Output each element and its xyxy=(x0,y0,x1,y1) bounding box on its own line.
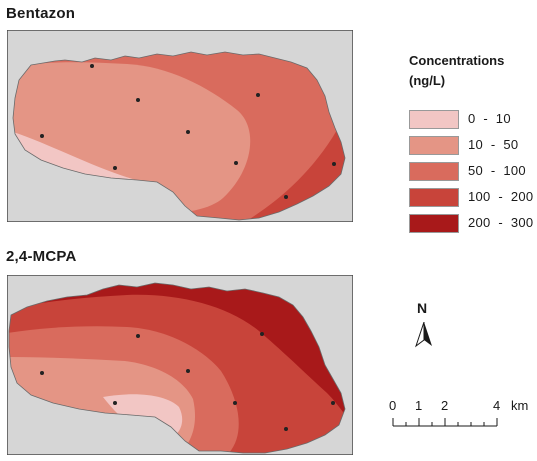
north-arrow: N xyxy=(410,300,440,360)
legend-title-line2: (ng/L) xyxy=(409,73,446,88)
station-point xyxy=(113,166,117,170)
station-point xyxy=(186,369,190,373)
station-point xyxy=(233,401,237,405)
stations xyxy=(40,64,336,199)
station-point xyxy=(260,332,264,336)
station-point xyxy=(136,334,140,338)
station-point xyxy=(40,134,44,138)
scale-bar: 0 1 2 4 km xyxy=(385,398,535,438)
legend-label: 10 - 50 xyxy=(468,137,519,152)
legend-swatch xyxy=(409,214,459,233)
legend-item: 10 - 50 xyxy=(409,136,537,155)
station-point xyxy=(90,64,94,68)
legend-item: 50 - 100 xyxy=(409,162,537,181)
stations xyxy=(40,332,335,431)
scale-tick-label: 1 xyxy=(415,398,423,413)
scale-tick-label: 2 xyxy=(441,398,449,413)
legend-swatch xyxy=(409,136,459,155)
legend-title-line1: Concentrations xyxy=(409,53,505,68)
station-point xyxy=(331,401,335,405)
legend-swatch xyxy=(409,162,459,181)
station-point xyxy=(332,162,336,166)
legend-item: 200 - 300 xyxy=(409,214,537,233)
station-point xyxy=(256,93,260,97)
station-point xyxy=(284,427,288,431)
station-point xyxy=(234,161,238,165)
legend-label: 100 - 200 xyxy=(468,189,534,204)
legend-label: 200 - 300 xyxy=(468,215,534,230)
scale-tick-label: 4 xyxy=(493,398,501,413)
scale-tick-label: 0 xyxy=(389,398,397,413)
scale-bar-line xyxy=(392,418,498,427)
station-point xyxy=(284,195,288,199)
panel-title-mcpa: 2,4-MCPA xyxy=(6,248,77,265)
station-point xyxy=(186,130,190,134)
study-area-outline xyxy=(8,282,346,454)
panel-title-bentazon: Bentazon xyxy=(6,5,76,22)
station-point xyxy=(113,401,117,405)
legend-label: 0 - 10 xyxy=(468,111,511,126)
north-arrow-icon xyxy=(415,322,432,348)
map-mcpa xyxy=(7,275,353,455)
north-label: N xyxy=(417,300,428,316)
legend-swatch xyxy=(409,110,459,129)
legend-label: 50 - 100 xyxy=(468,163,526,178)
station-point xyxy=(136,98,140,102)
legend-title: Concentrations (ng/L) xyxy=(409,51,504,91)
legend-item: 0 - 10 xyxy=(409,110,537,129)
station-point xyxy=(40,371,44,375)
study-area-outline xyxy=(12,51,346,221)
scale-unit: km xyxy=(511,398,529,413)
legend-swatch xyxy=(409,188,459,207)
legend-item: 100 - 200 xyxy=(409,188,537,207)
map-bentazon xyxy=(7,30,353,222)
